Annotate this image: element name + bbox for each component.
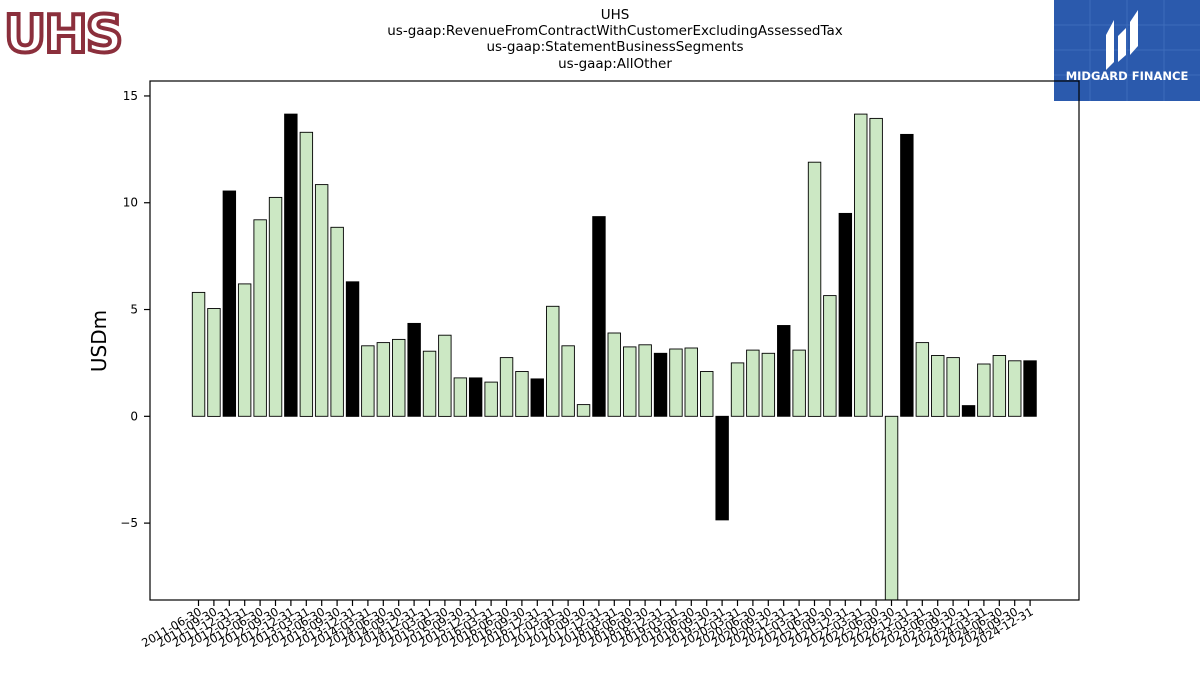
- bar-2021-03-31: [792, 349, 806, 417]
- y-tick-label: 0: [130, 409, 138, 423]
- plot-frame: [149, 80, 1080, 601]
- bar-2011-12-31: [222, 190, 237, 417]
- bar-2020-03-31: [730, 362, 745, 417]
- bar-2018-03-31: [607, 332, 621, 417]
- bar-2014-12-31: [407, 322, 421, 417]
- y-axis-label: USDm: [87, 310, 111, 372]
- bar-2020-12-31: [777, 325, 791, 417]
- x-axis: 2011-06-302011-09-302011-12-312012-03-31…: [139, 600, 1036, 650]
- bar-2016-12-31: [530, 378, 544, 417]
- chart-title-line-4: us-gaap:AllOther: [558, 56, 672, 72]
- uhs-logo: UHS: [2, 3, 125, 62]
- chart-title-line-3: us-gaap:StatementBusinessSegments: [486, 39, 744, 55]
- bar-2016-09-30: [515, 371, 529, 417]
- bar-2013-12-31: [345, 281, 360, 417]
- bar-2015-06-30: [438, 334, 452, 417]
- bar-2015-09-30: [453, 377, 468, 417]
- bar-2021-12-31: [838, 212, 853, 417]
- y-tick-label: 10: [123, 196, 138, 210]
- bar-2013-03-31: [299, 131, 314, 417]
- bar-2022-09-30: [884, 415, 899, 601]
- bar-2024-12-31: [1023, 360, 1037, 417]
- bar-2021-06-30: [807, 161, 822, 417]
- bar-2022-03-31: [854, 113, 868, 417]
- bar-2017-06-30: [561, 345, 575, 417]
- bar-2022-06-30: [869, 117, 883, 417]
- bar-2023-06-30: [931, 355, 945, 417]
- chart-title-line-2: us-gaap:RevenueFromContractWithCustomerE…: [387, 23, 843, 39]
- y-tick-label: −5: [120, 516, 138, 530]
- bar-2018-09-30: [638, 344, 652, 417]
- bar-2023-03-31: [915, 342, 930, 417]
- bar-2020-06-30: [746, 349, 760, 417]
- y-tick-label: 5: [130, 303, 138, 317]
- bar-2019-09-30: [700, 371, 714, 417]
- bar-2018-12-31: [653, 352, 668, 417]
- bar-2023-09-30: [946, 357, 960, 417]
- bar-2017-03-31: [546, 305, 560, 417]
- midgard-emblem-icon: [1106, 10, 1138, 70]
- bar-2014-09-30: [392, 338, 406, 417]
- bar-2019-06-30: [684, 347, 698, 417]
- bar-2013-09-30: [330, 226, 344, 417]
- bar-2023-12-31: [961, 405, 976, 417]
- bar-2017-09-30: [576, 404, 591, 417]
- bar-2017-12-31: [592, 216, 606, 417]
- bar-2014-03-31: [361, 345, 375, 417]
- bar-2019-12-31: [715, 415, 729, 521]
- bar-2015-12-31: [468, 377, 483, 417]
- bar-2015-03-31: [422, 350, 437, 417]
- bar-2024-06-30: [992, 355, 1007, 417]
- bar-2019-03-31: [669, 348, 683, 417]
- bar-2013-06-30: [314, 184, 329, 417]
- bar-2022-12-31: [900, 133, 914, 417]
- bar-2011-09-30: [207, 308, 221, 417]
- bar-2012-03-31: [237, 283, 252, 417]
- midgard-finance-logo: MIDGARD FINANCE: [1054, 0, 1200, 101]
- y-axis: −5 0 5 10 15: [120, 89, 150, 530]
- midgard-logo-text: MIDGARD FINANCE: [1066, 69, 1189, 83]
- y-tick-label: 15: [123, 89, 138, 103]
- bar-2018-06-30: [623, 346, 637, 417]
- bar-2020-09-30: [761, 352, 776, 417]
- bar-2021-09-30: [823, 295, 837, 417]
- bar-2011-06-30: [191, 291, 206, 417]
- bar-2012-12-31: [284, 113, 298, 417]
- bar-2016-03-31: [484, 381, 498, 417]
- bar-2012-06-30: [253, 219, 267, 417]
- uhs-logo-text: UHS: [4, 5, 121, 62]
- chart-title-line-1: UHS: [600, 7, 630, 23]
- bars-group: [191, 113, 1037, 601]
- bar-2024-09-30: [1008, 360, 1022, 417]
- bar-2014-06-30: [376, 342, 391, 417]
- bar-2024-03-31: [977, 363, 991, 417]
- bar-2012-09-30: [268, 196, 283, 417]
- bar-2016-06-30: [499, 357, 514, 417]
